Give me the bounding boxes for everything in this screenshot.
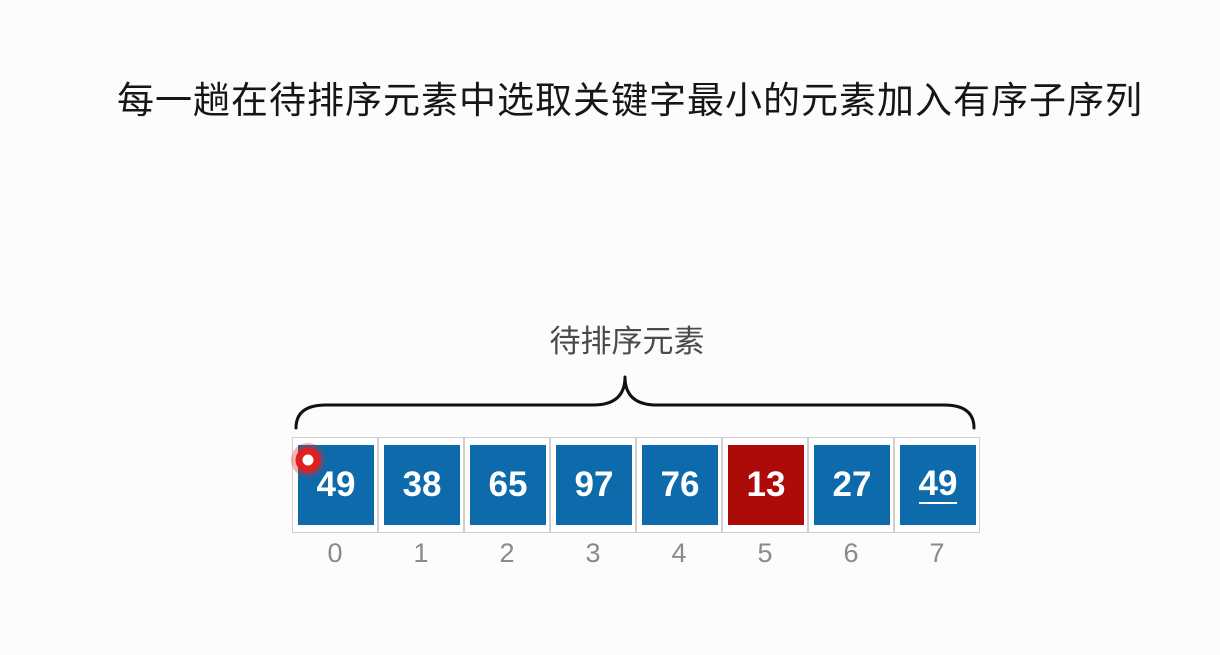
element-value: 38 bbox=[402, 465, 442, 504]
array-index: 5 bbox=[757, 538, 773, 568]
array-index: 7 bbox=[929, 538, 945, 568]
element-value: 76 bbox=[660, 465, 700, 504]
array-cell: 76 bbox=[636, 437, 722, 533]
element-value: 65 bbox=[488, 465, 528, 504]
array-index: 6 bbox=[843, 538, 859, 568]
array-cell: 27 bbox=[808, 437, 894, 533]
array-index: 4 bbox=[671, 538, 687, 568]
array-element-duplicate[interactable]: 49 bbox=[900, 445, 976, 525]
element-value: 27 bbox=[832, 465, 872, 504]
array-cell: 65 bbox=[464, 437, 550, 533]
array-index: 1 bbox=[413, 538, 429, 568]
index-row: 0 1 2 3 4 5 6 7 bbox=[292, 538, 982, 569]
array-element[interactable]: 38 bbox=[384, 445, 460, 525]
array-cell: 97 bbox=[550, 437, 636, 533]
array-cell: 38 bbox=[378, 437, 464, 533]
element-value: 97 bbox=[574, 465, 614, 504]
array-element[interactable]: 27 bbox=[814, 445, 890, 525]
array-index: 2 bbox=[499, 538, 515, 568]
array-element[interactable]: 76 bbox=[642, 445, 718, 525]
array-element[interactable]: 97 bbox=[556, 445, 632, 525]
element-value: 49 bbox=[918, 464, 958, 504]
array-cell: 49 bbox=[894, 437, 980, 533]
array-cell: 13 bbox=[722, 437, 808, 533]
element-value: 49 bbox=[316, 465, 356, 504]
array-row: 49 38 65 97 76 13 27 49 bbox=[292, 437, 982, 533]
page-title: 每一趟在待排序元素中选取关键字最小的元素加入有序子序列 bbox=[117, 79, 1143, 122]
unsorted-elements-label: 待排序元素 bbox=[549, 324, 705, 360]
array-element[interactable]: 65 bbox=[470, 445, 546, 525]
array-index: 0 bbox=[327, 538, 343, 568]
array-index: 3 bbox=[585, 538, 601, 568]
cursor-pointer-icon bbox=[291, 443, 325, 477]
array-element-minimum[interactable]: 13 bbox=[728, 445, 804, 525]
curly-brace bbox=[294, 375, 976, 430]
element-value: 13 bbox=[746, 465, 786, 504]
